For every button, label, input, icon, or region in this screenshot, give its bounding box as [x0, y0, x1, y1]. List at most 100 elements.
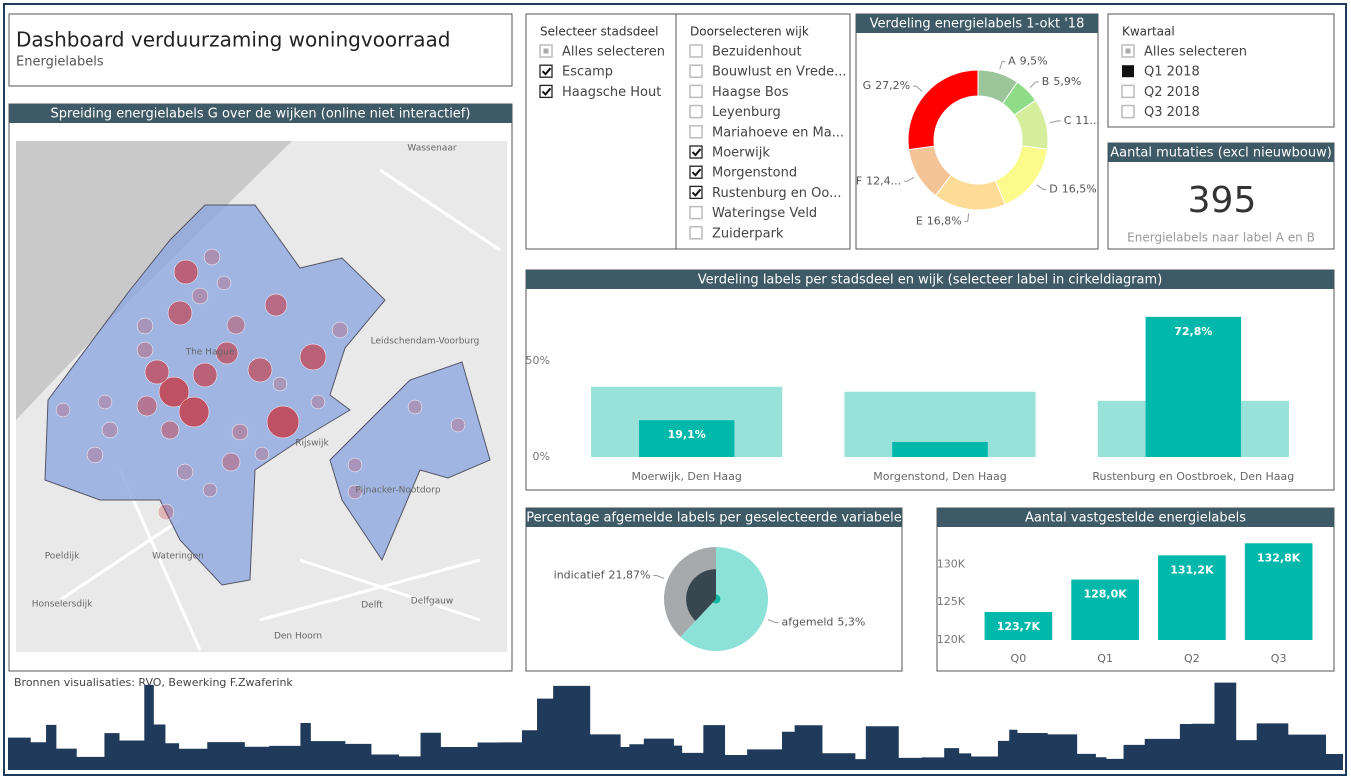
slicer-box — [689, 104, 703, 119]
skyline — [8, 682, 1343, 770]
slice-category: D — [1049, 183, 1057, 196]
slice-label: indicatief 21,87% — [554, 568, 651, 581]
slicer-item[interactable]: Escamp — [562, 65, 613, 80]
leader-line — [767, 619, 779, 624]
slice-value: 21,87% — [609, 568, 651, 581]
map-bubble — [299, 343, 327, 371]
map-bubble — [101, 421, 119, 439]
slice-label: afgemeld 5,3% — [782, 616, 866, 629]
slicer-item[interactable]: Zuiderpark — [712, 226, 784, 241]
y-tick-label: 50% — [526, 354, 550, 367]
map-bubble — [136, 395, 158, 417]
title-bar — [937, 508, 1334, 527]
slice-value: 5,3% — [837, 616, 865, 629]
bar — [1244, 543, 1313, 640]
y-tick-label: 0% — [533, 450, 550, 463]
bar — [1071, 579, 1139, 640]
slice-value: 11... — [1075, 114, 1100, 127]
leader-line — [904, 176, 915, 182]
leader-line — [1049, 120, 1061, 124]
map-bubble — [407, 399, 423, 415]
bar — [638, 420, 735, 457]
slicer-title: Kwartaal — [1122, 25, 1175, 39]
slicer-partial — [1125, 48, 1131, 54]
map-place: Poeldijk — [45, 552, 80, 562]
data-label: 19,1% — [668, 428, 706, 441]
slicer-box — [1121, 104, 1135, 119]
map-bubble — [144, 359, 170, 385]
map-place: Delft — [361, 601, 383, 611]
card-value: 395 — [1188, 180, 1257, 221]
panel — [525, 13, 677, 250]
slicer-item[interactable]: Wateringse Veld — [712, 206, 817, 221]
slicer-box — [539, 84, 553, 99]
slicer-item[interactable]: Alles selecteren — [1144, 45, 1247, 60]
slicer-item[interactable]: Moerwijk — [712, 146, 770, 161]
map-place: Delfgauw — [411, 597, 453, 607]
card-label: Energielabels naar label A en B — [1127, 231, 1315, 245]
slicer-box — [689, 125, 703, 139]
slicer-item[interactable]: Q1 2018 — [1144, 65, 1200, 80]
slicer-item[interactable]: Q2 2018 — [1144, 85, 1200, 100]
slicer-item[interactable]: Rustenburg en Oo... — [712, 186, 842, 201]
map-bubble — [347, 484, 363, 500]
slice-category: C — [1064, 114, 1072, 127]
map-bubble — [216, 275, 232, 291]
title-bar — [526, 270, 1334, 289]
map-bubble — [264, 293, 288, 317]
x-tick-label: Morgenstond, Den Haag — [873, 470, 1006, 483]
x-tick-label: Rustenburg en Oostbroek, Den Haag — [1092, 470, 1294, 483]
header-box — [8, 13, 513, 87]
slicer-partial — [543, 48, 549, 54]
slice-category: A — [1008, 55, 1016, 68]
slicer-item[interactable]: Q3 2018 — [1144, 105, 1200, 120]
slicer-box — [1121, 84, 1135, 99]
slicer-box[interactable] — [1122, 65, 1134, 78]
slicer-box — [689, 145, 703, 159]
slice-label: A 9,5% — [1008, 55, 1047, 68]
slicer-check — [691, 168, 702, 177]
title-bar — [856, 14, 1098, 33]
panel — [855, 13, 1099, 250]
slice-category: afgemeld — [782, 616, 834, 629]
map-bubble — [215, 341, 239, 365]
slice-category: G — [863, 79, 872, 92]
panel-title: Verdeling energielabels 1-okt '18 — [870, 17, 1085, 32]
map-bubble — [157, 503, 175, 521]
data-label: 72,8% — [1174, 325, 1212, 338]
header-title: Dashboard verduurzaming woningvoorraad — [16, 28, 450, 52]
map-bubble — [160, 420, 180, 440]
slice-value: 12,4... — [866, 174, 901, 187]
slicer-item[interactable]: Alles selecteren — [562, 45, 665, 60]
panel — [1107, 13, 1335, 128]
slicer-item[interactable]: Leyenburg — [712, 105, 781, 120]
slice-value: 16,5% — [1062, 183, 1097, 196]
y-tick-label: 120K — [937, 633, 966, 646]
leader-line — [1036, 184, 1047, 191]
slicer-item[interactable]: Bezuidenhout — [712, 45, 802, 60]
road — [259, 558, 481, 622]
map-place: Leidschendam-Voorburg — [371, 337, 480, 347]
slice-value: 27,2% — [875, 79, 910, 92]
panel-title: Verdeling labels per stadsdeel en wijk (… — [698, 273, 1163, 288]
slice-category: B — [1042, 75, 1050, 88]
road — [379, 168, 501, 252]
x-tick-label: Q1 — [1097, 652, 1113, 665]
panel-title: Percentage afgemelde labels per geselect… — [526, 511, 902, 526]
y-tick-label: 125K — [937, 595, 966, 608]
map-place: Pijnacker-Nootdorp — [355, 486, 440, 496]
slicer-item[interactable]: Haagse Bos — [712, 85, 789, 100]
leader-line — [964, 213, 970, 222]
slicer-item[interactable]: Bouwlust en Vrede... — [712, 65, 847, 80]
map-bubble — [272, 376, 288, 392]
map-bubble — [450, 417, 466, 433]
slicer-item[interactable]: Morgenstond — [712, 166, 797, 181]
map-bubble — [173, 259, 199, 285]
map-bubble — [231, 423, 249, 441]
slicer-item[interactable]: Mariahoeve en Ma... — [712, 125, 844, 140]
slicer-item[interactable]: Haagsche Hout — [562, 85, 661, 100]
slicer-check — [691, 148, 702, 157]
bar — [892, 441, 988, 457]
pie-slice — [680, 546, 769, 651]
